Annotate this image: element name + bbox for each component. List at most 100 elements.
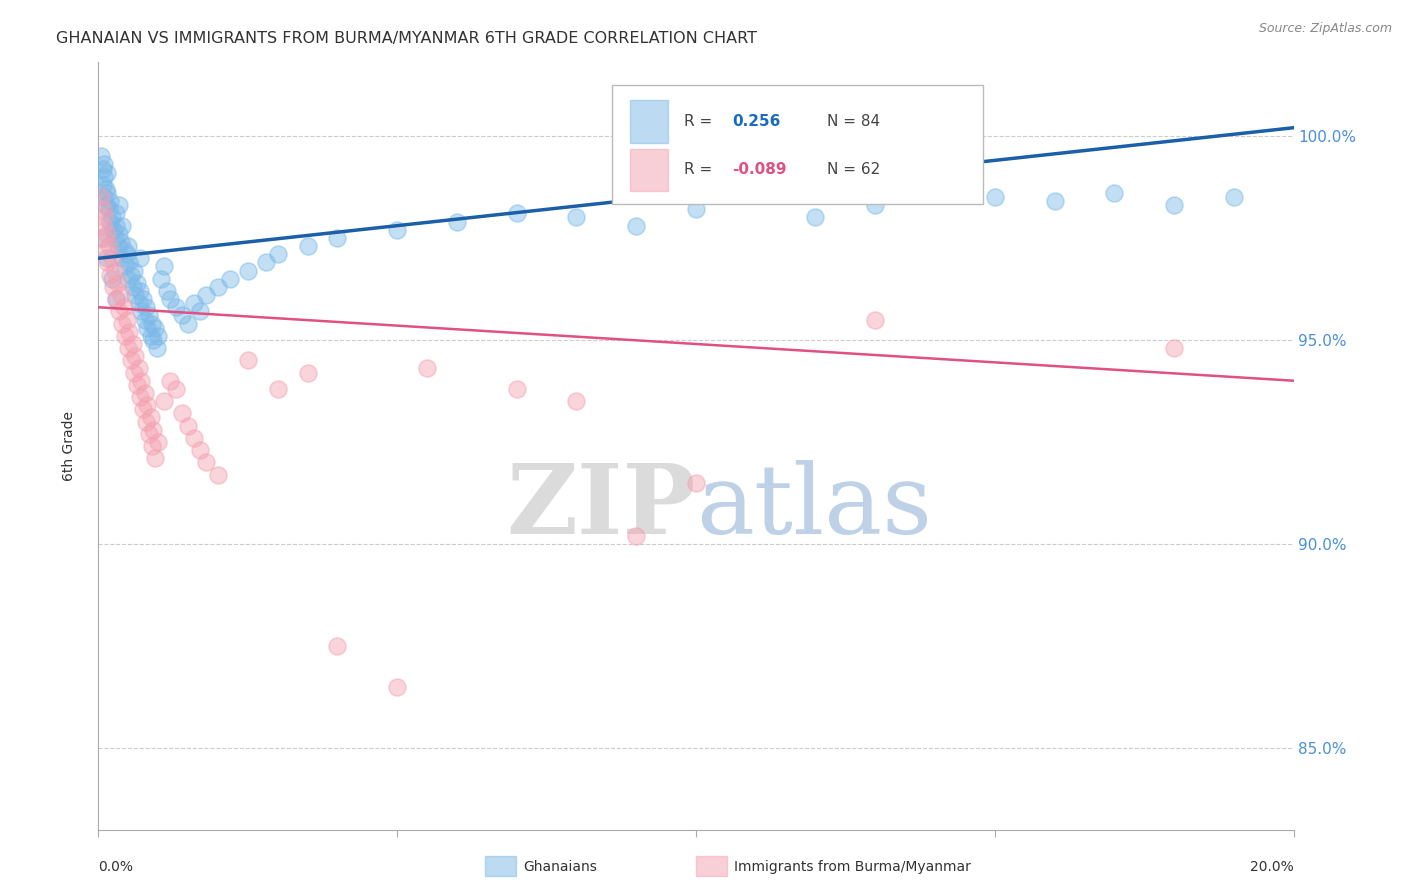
Point bbox=[110, 288, 132, 302]
Point bbox=[120, 353, 142, 368]
Point bbox=[100, 252, 122, 266]
Text: R =: R = bbox=[685, 162, 713, 178]
Text: atlas: atlas bbox=[696, 460, 932, 554]
Point bbox=[117, 271, 139, 285]
Point bbox=[124, 288, 146, 302]
Text: R =: R = bbox=[685, 114, 713, 129]
Point bbox=[122, 280, 145, 294]
Point bbox=[139, 328, 162, 343]
Point bbox=[135, 300, 157, 314]
Point bbox=[96, 198, 118, 212]
Point bbox=[128, 361, 150, 376]
Point bbox=[416, 361, 439, 376]
Point bbox=[183, 431, 205, 445]
Point bbox=[150, 271, 173, 285]
Point bbox=[127, 377, 149, 392]
Point bbox=[141, 439, 163, 453]
Point bbox=[326, 639, 349, 653]
Point bbox=[134, 312, 156, 326]
Point bbox=[104, 231, 127, 245]
Point bbox=[153, 394, 176, 409]
Point bbox=[267, 247, 290, 261]
Point bbox=[96, 255, 118, 269]
Point bbox=[96, 227, 118, 241]
Point bbox=[267, 382, 290, 396]
Point bbox=[107, 276, 129, 290]
Point bbox=[219, 271, 242, 285]
Point bbox=[115, 312, 138, 326]
Text: 0.0%: 0.0% bbox=[98, 860, 134, 874]
Point bbox=[165, 382, 187, 396]
Point bbox=[100, 271, 122, 285]
Point bbox=[108, 198, 131, 212]
Point bbox=[131, 374, 153, 388]
Point bbox=[114, 260, 136, 274]
Point bbox=[236, 353, 259, 368]
Point bbox=[1223, 190, 1246, 204]
Point bbox=[148, 328, 170, 343]
Point bbox=[1163, 341, 1185, 355]
Point bbox=[100, 211, 122, 225]
Point bbox=[93, 169, 115, 184]
Point bbox=[91, 178, 114, 192]
Point bbox=[105, 206, 128, 220]
Point bbox=[108, 304, 131, 318]
Point bbox=[159, 292, 181, 306]
Text: N = 62: N = 62 bbox=[827, 162, 880, 178]
Point bbox=[135, 415, 157, 429]
Point bbox=[93, 231, 115, 245]
Point bbox=[195, 455, 218, 469]
Text: ZIP: ZIP bbox=[506, 460, 696, 554]
Point bbox=[136, 320, 159, 334]
Point bbox=[148, 434, 170, 449]
Point bbox=[98, 268, 122, 282]
Point bbox=[177, 418, 200, 433]
Point bbox=[138, 426, 160, 441]
Point bbox=[626, 529, 648, 543]
Point bbox=[118, 325, 141, 339]
Point bbox=[117, 239, 139, 253]
Point bbox=[105, 292, 128, 306]
Text: N = 84: N = 84 bbox=[827, 114, 880, 129]
Point bbox=[91, 219, 114, 233]
Point bbox=[122, 337, 145, 351]
Point bbox=[142, 423, 165, 437]
Point bbox=[159, 374, 181, 388]
Point bbox=[172, 309, 194, 323]
Point bbox=[94, 182, 117, 196]
Point bbox=[136, 398, 159, 412]
Point bbox=[93, 211, 115, 225]
Text: 20.0%: 20.0% bbox=[1250, 860, 1294, 874]
Point bbox=[506, 206, 529, 220]
Point bbox=[98, 214, 122, 228]
Point bbox=[141, 317, 163, 331]
Point bbox=[984, 190, 1007, 204]
Point bbox=[153, 260, 176, 274]
Point bbox=[110, 235, 132, 249]
Point bbox=[124, 366, 146, 380]
Text: 0.256: 0.256 bbox=[733, 114, 780, 129]
Point bbox=[111, 317, 134, 331]
Point bbox=[103, 280, 125, 294]
Point bbox=[98, 239, 121, 253]
Point bbox=[865, 198, 887, 212]
Point bbox=[134, 386, 156, 401]
Point bbox=[685, 202, 707, 217]
Point bbox=[105, 219, 128, 233]
Point bbox=[1043, 194, 1066, 209]
Point bbox=[143, 451, 166, 466]
Bar bbox=[630, 101, 668, 143]
Point bbox=[132, 402, 155, 417]
Point bbox=[94, 243, 117, 257]
Point bbox=[127, 276, 149, 290]
Point bbox=[98, 194, 122, 209]
Point bbox=[506, 382, 529, 396]
Point bbox=[446, 214, 468, 228]
Point bbox=[129, 252, 152, 266]
Point bbox=[138, 309, 160, 323]
Point bbox=[326, 231, 349, 245]
Text: Source: ZipAtlas.com: Source: ZipAtlas.com bbox=[1258, 22, 1392, 36]
Point bbox=[131, 304, 153, 318]
Point bbox=[297, 239, 319, 253]
Point bbox=[565, 211, 588, 225]
